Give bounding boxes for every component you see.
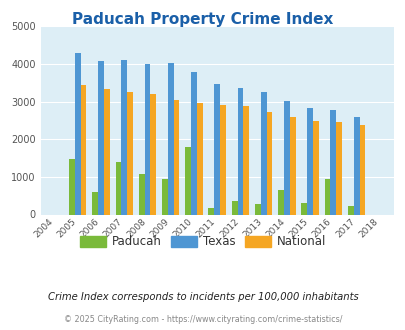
Bar bbox=[254, 204, 260, 214]
Bar bbox=[115, 162, 121, 214]
Bar bbox=[347, 206, 353, 214]
Bar bbox=[260, 92, 266, 214]
Bar bbox=[353, 117, 359, 214]
Bar bbox=[220, 105, 225, 214]
Bar bbox=[214, 83, 220, 214]
Bar bbox=[312, 121, 318, 214]
Bar bbox=[69, 159, 75, 214]
Bar bbox=[191, 72, 196, 214]
Bar bbox=[127, 92, 133, 214]
Bar bbox=[284, 101, 289, 214]
Bar bbox=[196, 103, 202, 214]
Bar bbox=[277, 190, 284, 215]
Text: Paducah Property Crime Index: Paducah Property Crime Index bbox=[72, 12, 333, 26]
Bar bbox=[243, 106, 249, 214]
Bar bbox=[81, 85, 86, 214]
Bar bbox=[185, 147, 191, 214]
Bar bbox=[162, 179, 167, 215]
Text: © 2025 CityRating.com - https://www.cityrating.com/crime-statistics/: © 2025 CityRating.com - https://www.city… bbox=[64, 315, 341, 324]
Bar bbox=[167, 63, 173, 214]
Bar bbox=[237, 88, 243, 214]
Bar bbox=[208, 209, 214, 214]
Bar bbox=[98, 61, 104, 214]
Bar bbox=[231, 201, 237, 214]
Bar bbox=[324, 179, 330, 214]
Legend: Paducah, Texas, National: Paducah, Texas, National bbox=[75, 231, 330, 253]
Bar bbox=[75, 53, 81, 214]
Bar bbox=[301, 203, 307, 214]
Bar bbox=[359, 125, 364, 214]
Bar bbox=[335, 122, 341, 214]
Bar bbox=[104, 89, 109, 214]
Bar bbox=[307, 108, 312, 214]
Bar bbox=[139, 174, 144, 214]
Bar bbox=[92, 191, 98, 214]
Bar bbox=[173, 100, 179, 214]
Bar bbox=[289, 117, 295, 214]
Bar bbox=[330, 110, 335, 214]
Bar bbox=[150, 94, 156, 214]
Bar bbox=[266, 112, 272, 214]
Bar bbox=[144, 64, 150, 214]
Bar bbox=[121, 60, 127, 214]
Text: Crime Index corresponds to incidents per 100,000 inhabitants: Crime Index corresponds to incidents per… bbox=[47, 292, 358, 302]
